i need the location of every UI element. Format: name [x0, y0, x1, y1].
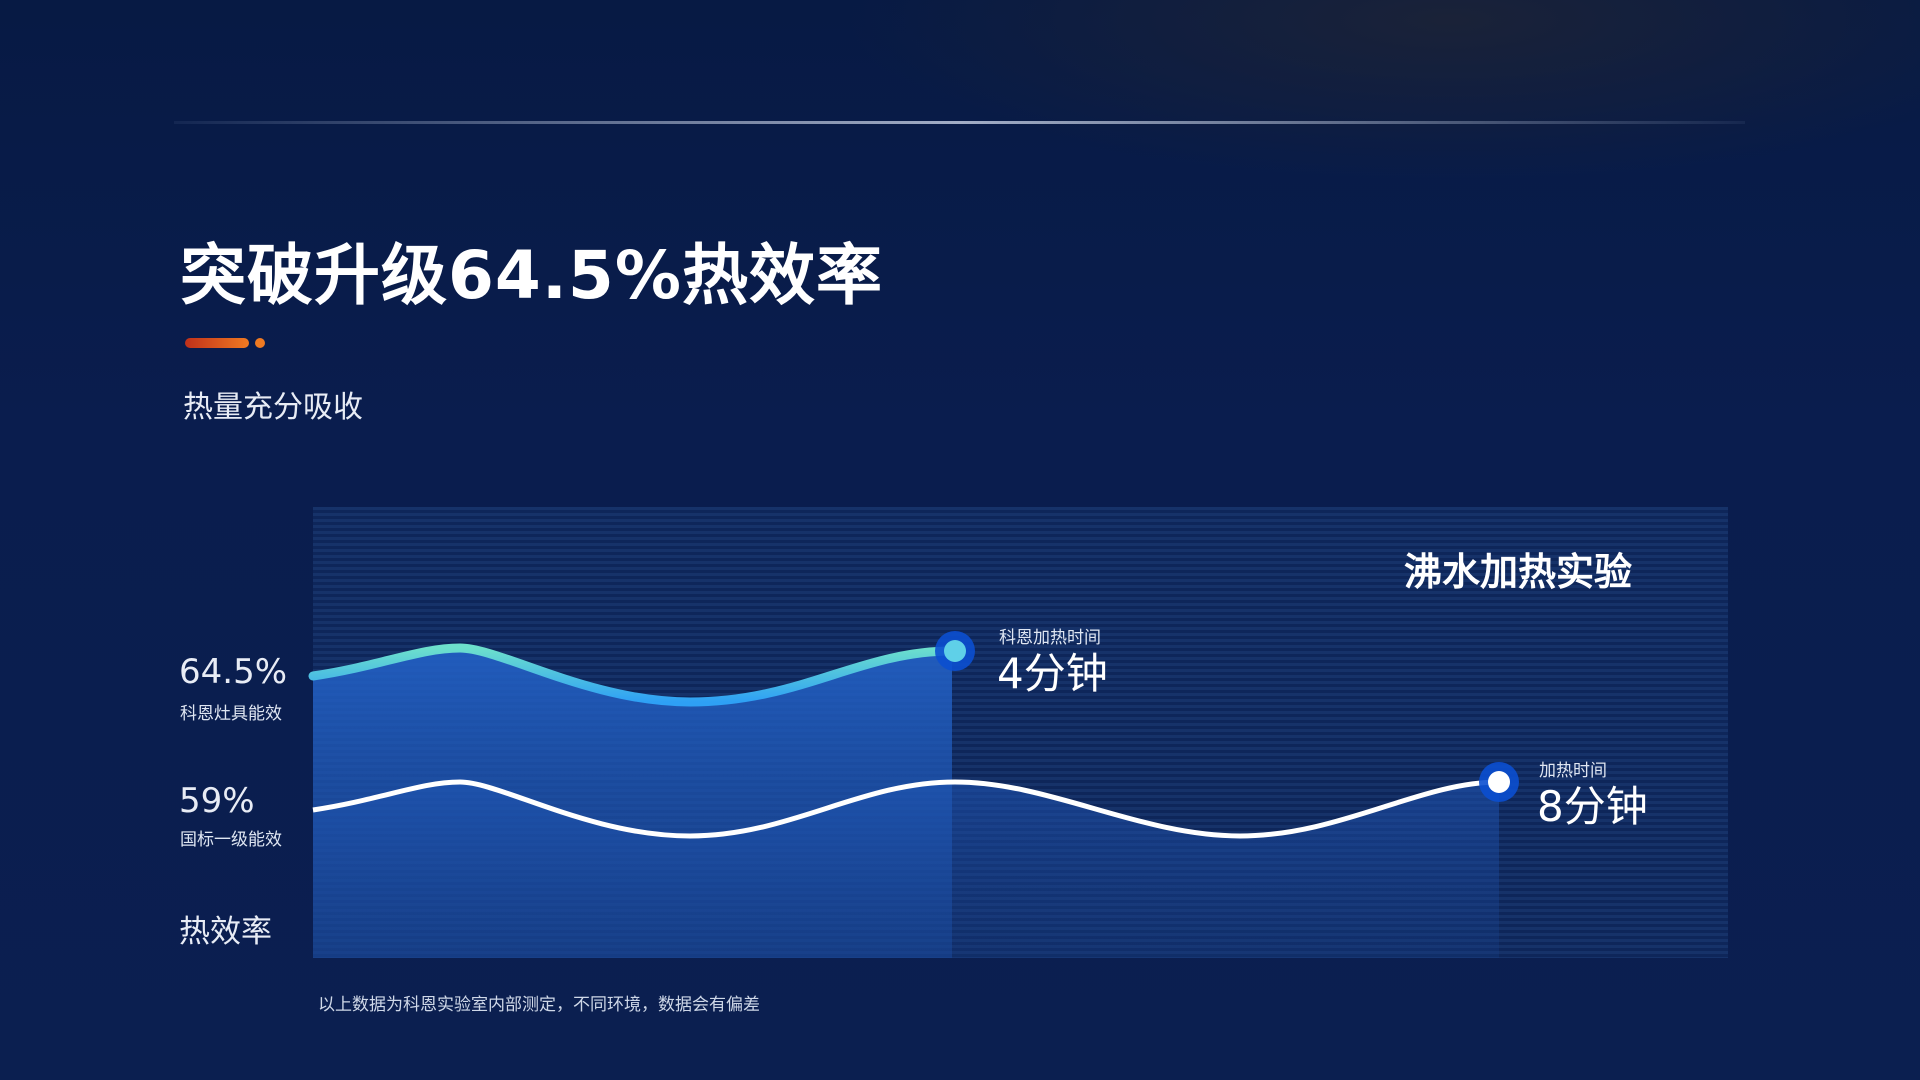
page-subtitle: 热量充分吸收 [183, 390, 363, 425]
series-2-value-label: 59% [179, 781, 255, 821]
series-2-time-label: 加热时间 [1539, 761, 1607, 781]
accent-dot [255, 338, 265, 348]
series-2-endpoint-core [1488, 771, 1510, 793]
series-1-line [308, 643, 957, 707]
page-title: 突破升级64.5%热效率 [180, 237, 883, 314]
series-1-area [313, 648, 952, 958]
y-axis-label: 热效率 [179, 914, 272, 950]
series-1-time-value: 4分钟 [997, 649, 1108, 698]
series-2-line [312, 779, 1500, 839]
accent-bar [185, 338, 249, 348]
chart-title: 沸水加热实验 [1404, 550, 1633, 594]
series-1-time-label: 科恩加热时间 [999, 628, 1101, 648]
series-2-name: 国标一级能效 [180, 830, 282, 850]
series-2-time-value: 8分钟 [1537, 782, 1648, 831]
series-1-endpoint-core [944, 640, 966, 662]
footnote: 以上数据为科恩实验室内部测定，不同环境，数据会有偏差 [318, 995, 760, 1015]
top-divider-line [174, 121, 1745, 124]
series-1-name: 科恩灶具能效 [180, 704, 282, 724]
series-1-value-label: 64.5% [179, 652, 288, 692]
